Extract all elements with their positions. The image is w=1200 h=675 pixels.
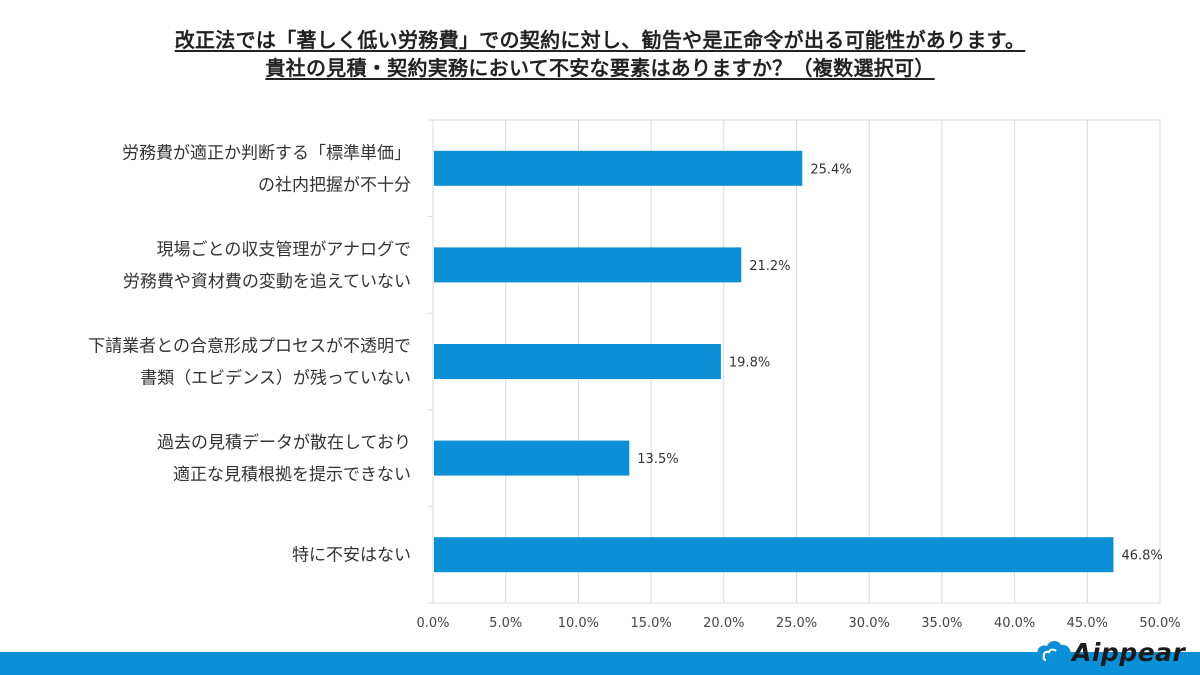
bar — [434, 344, 721, 379]
x-tick-label: 40.0% — [994, 616, 1035, 631]
x-tick-label: 25.0% — [776, 616, 817, 631]
bar — [434, 440, 630, 476]
x-tick-label: 15.0% — [630, 616, 671, 631]
x-tick-label: 30.0% — [849, 616, 890, 631]
x-tick-label: 35.0% — [921, 616, 962, 631]
title-line-2: 貴社の見積・契約実務において不安な要素はありますか？（複数選択可） — [265, 56, 935, 80]
chart-title: 改正法では「著しく低い労務費」での契約に対し、勧告や是正命令が出る可能性がありま… — [0, 26, 1200, 82]
footer-bar — [0, 652, 1200, 675]
data-label: 21.2% — [749, 259, 790, 274]
data-label: 13.5% — [637, 452, 678, 467]
x-tick-label: 5.0% — [489, 616, 522, 631]
brand-name: Aippear — [1072, 638, 1186, 667]
bar — [434, 150, 803, 186]
data-label: 46.8% — [1121, 549, 1162, 564]
title-line-1: 改正法では「著しく低い労務費」での契約に対し、勧告や是正命令が出る可能性がありま… — [174, 28, 1026, 52]
category-label: 労務費や資材費の変動を追えていない — [123, 272, 411, 292]
x-tick-label: 50.0% — [1139, 616, 1180, 631]
bar — [434, 537, 1114, 573]
x-tick-label: 20.0% — [703, 616, 744, 631]
x-tick-label: 0.0% — [416, 616, 449, 631]
category-label: 現場ごとの収支管理がアナログで — [157, 240, 412, 260]
category-label: 下請業者との合意形成プロセスが不透明で — [88, 337, 411, 357]
category-label: 特に不安はない — [292, 546, 411, 566]
x-tick-label: 10.0% — [558, 616, 599, 631]
bar — [434, 247, 742, 283]
data-label: 19.8% — [729, 356, 770, 371]
aippear-logo: Aippear — [1034, 634, 1194, 670]
cloud-icon — [1036, 640, 1072, 664]
category-label: 過去の見積データが散在しており — [157, 432, 411, 453]
category-label: の社内把握が不十分 — [258, 175, 411, 195]
data-label: 25.4% — [810, 162, 851, 177]
category-label: 書類（エビデンス）が残っていない — [140, 368, 411, 389]
x-tick-label: 45.0% — [1067, 616, 1108, 631]
category-label: 労務費が適正か判断する「標準単価」 — [122, 143, 411, 163]
category-label: 適正な見積根拠を提示できない — [173, 465, 411, 485]
